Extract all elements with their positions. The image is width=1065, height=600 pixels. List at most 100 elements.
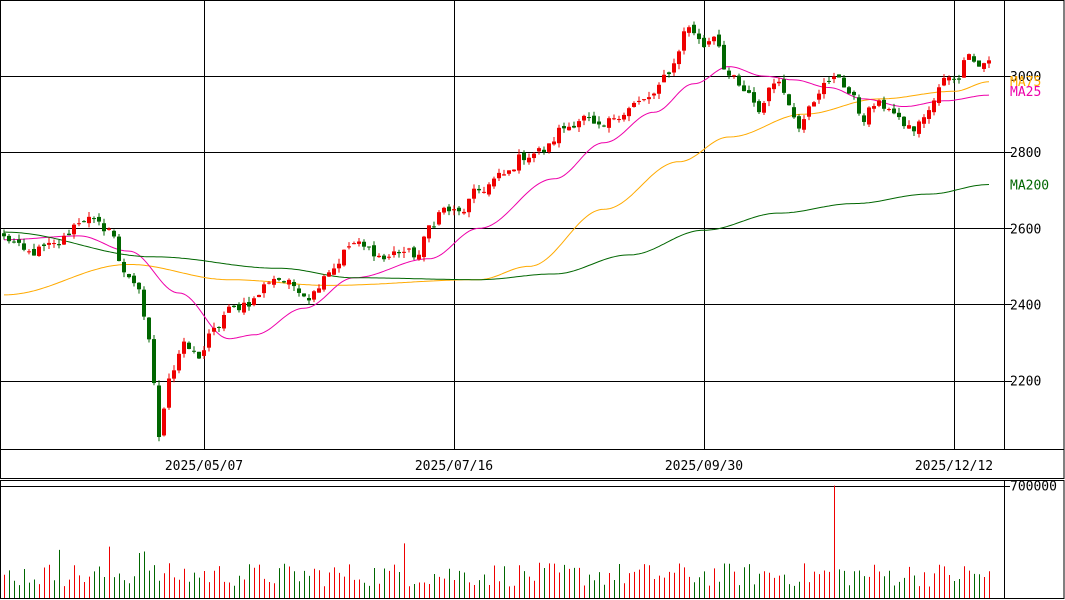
- candle-up: [872, 106, 876, 109]
- candle-down: [217, 326, 221, 328]
- candle-up: [287, 279, 291, 285]
- candle-up: [172, 370, 176, 379]
- candle-up: [317, 288, 321, 293]
- candle-down: [742, 85, 746, 92]
- candle-down: [977, 60, 981, 67]
- candle-up: [777, 81, 781, 84]
- candle-up: [767, 87, 771, 102]
- candle-down: [727, 70, 731, 76]
- candle-down: [197, 351, 201, 359]
- candle-down: [157, 385, 161, 438]
- candle-up: [472, 188, 476, 199]
- candle-up: [657, 84, 661, 94]
- candle-down: [592, 115, 596, 124]
- candle-down: [747, 90, 751, 93]
- candle-down: [457, 207, 461, 212]
- candle-down: [382, 255, 386, 260]
- candle-up: [547, 143, 551, 152]
- candle-up: [917, 121, 921, 134]
- candle-up: [552, 141, 556, 145]
- candle-down: [892, 108, 896, 114]
- candle-up: [677, 51, 681, 65]
- candle-down: [562, 126, 566, 129]
- candle-down: [142, 289, 146, 317]
- moving-average-lines: [4, 66, 990, 340]
- candle-down: [22, 243, 26, 250]
- candle-up: [377, 255, 381, 258]
- candle-down: [797, 116, 801, 129]
- candle-up: [607, 118, 611, 128]
- ma25-label: MA25: [1010, 85, 1041, 100]
- candle-down: [102, 223, 106, 232]
- candle-up: [527, 157, 531, 163]
- candle-up: [802, 119, 806, 130]
- candle-up: [497, 172, 501, 179]
- candle-up: [312, 291, 316, 300]
- price-grid: [0, 0, 1065, 479]
- candle-down: [827, 80, 831, 82]
- price-tick-label: 3000: [1010, 70, 1041, 85]
- candle-down: [17, 239, 21, 243]
- candle-down: [722, 44, 726, 70]
- candle-up: [942, 77, 946, 86]
- candle-up: [832, 76, 836, 80]
- candle-up: [557, 127, 561, 144]
- date-tick-label: 2025/05/07: [165, 459, 243, 474]
- candle-down: [122, 261, 126, 273]
- volume-bars: [4, 485, 990, 598]
- candle-down: [2, 233, 6, 237]
- price-tick-label: 2800: [1010, 146, 1041, 161]
- candle-down: [237, 304, 241, 311]
- candle-down: [882, 99, 886, 109]
- candle-up: [947, 77, 951, 81]
- candle-up: [982, 63, 986, 69]
- candle-up: [637, 100, 641, 103]
- candle-up: [507, 170, 511, 174]
- candle-up: [807, 106, 811, 117]
- candle-down: [367, 246, 371, 248]
- candle-up: [682, 31, 686, 51]
- candle-up: [687, 27, 691, 33]
- candle-up: [577, 121, 581, 128]
- candle-down: [302, 293, 306, 297]
- candle-down: [597, 121, 601, 125]
- candle-down: [7, 235, 11, 242]
- candle-down: [522, 152, 526, 161]
- candle-up: [622, 114, 626, 120]
- candle-up: [242, 302, 246, 313]
- candle-down: [572, 125, 576, 128]
- candle-up: [332, 268, 336, 275]
- candle-up: [52, 243, 56, 245]
- candle-up: [167, 378, 171, 408]
- candle-up: [452, 209, 456, 211]
- candle-up: [227, 306, 231, 313]
- candle-up: [712, 36, 716, 42]
- price-tick-label: 2400: [1010, 298, 1041, 313]
- candle-up: [887, 109, 891, 111]
- candle-down: [787, 94, 791, 106]
- candle-up: [502, 174, 506, 176]
- candle-down: [67, 233, 71, 236]
- candle-down: [972, 56, 976, 62]
- candle-up: [612, 118, 616, 120]
- candle-down: [282, 281, 286, 283]
- candle-up: [812, 102, 816, 107]
- candle-down: [192, 350, 196, 352]
- candle-up: [512, 169, 516, 172]
- candle-down: [117, 236, 121, 262]
- candle-down: [602, 125, 606, 127]
- candle-up: [107, 228, 111, 230]
- candle-down: [187, 342, 191, 349]
- candle-down: [702, 37, 706, 48]
- candle-down: [957, 78, 961, 80]
- candle-down: [837, 74, 841, 78]
- candle-up: [772, 83, 776, 90]
- candle-up: [617, 119, 621, 121]
- candle-up: [482, 191, 486, 193]
- candle-down: [372, 245, 376, 257]
- candle-up: [762, 102, 766, 113]
- candle-up: [252, 298, 256, 306]
- candle-up: [927, 110, 931, 119]
- candle-down: [697, 33, 701, 40]
- candle-up: [267, 282, 271, 284]
